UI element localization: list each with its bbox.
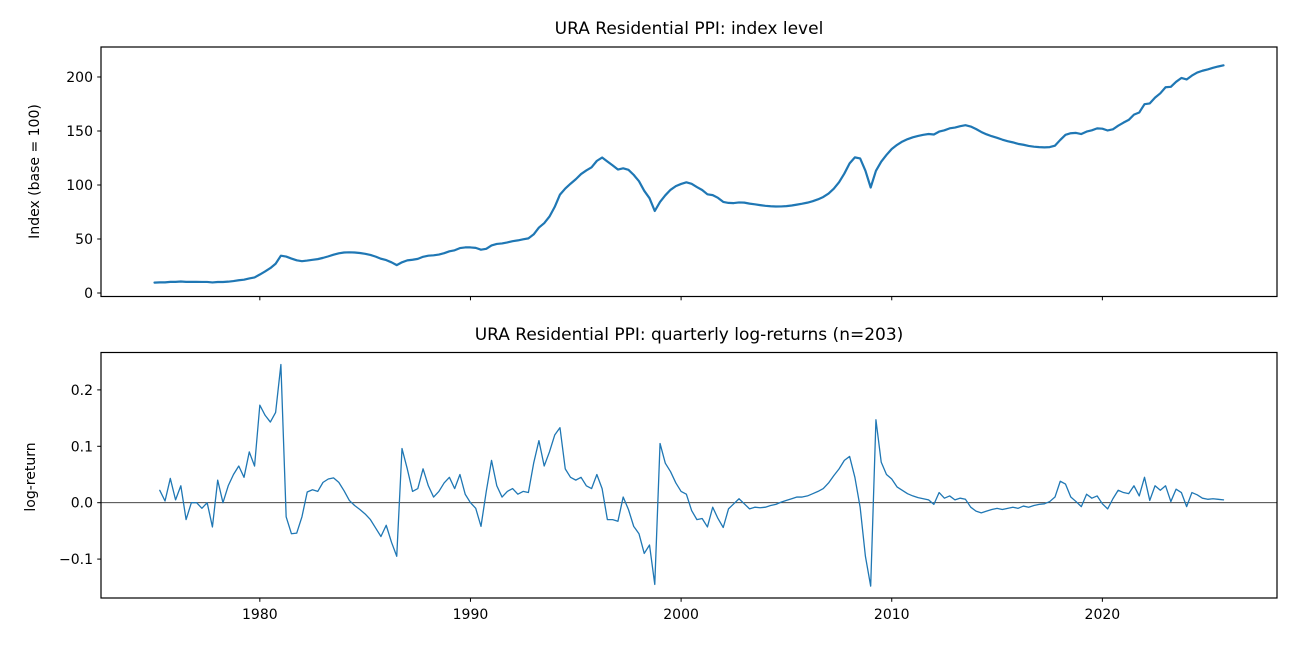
y-tick-label: 50 [75, 232, 93, 248]
axes-frame [100, 46, 1278, 298]
bottom-chart-axes: 1980 1990 2000 2010 2020 −0.1 0.0 0.1 0.2 [59, 351, 1278, 623]
log-returns-line [159, 363, 1225, 587]
y-tick-label: 0 [84, 286, 93, 302]
x-tick-label: 2010 [874, 607, 910, 623]
y-tick-label: 0.2 [71, 383, 93, 399]
bottom-chart-y-axis-label: log-return [23, 442, 39, 511]
index-level-line [153, 64, 1225, 284]
y-tick-label: 200 [66, 70, 93, 86]
x-tick-label: 1980 [242, 607, 278, 623]
axes-frame [100, 351, 1278, 599]
y-tick-label: −0.1 [59, 552, 93, 568]
x-tick-label: 1990 [453, 607, 489, 623]
y-tick-label: 0.0 [71, 496, 93, 512]
top-chart-axes: 0 50 100 150 200 [66, 46, 1278, 302]
y-tick-label: 100 [66, 178, 93, 194]
y-tick-label: 0.1 [71, 439, 93, 455]
top-chart-title: URA Residential PPI: index level [555, 19, 824, 39]
x-tick-label: 2020 [1085, 607, 1121, 623]
y-tick-label: 150 [66, 124, 93, 140]
x-tick-label: 2000 [663, 607, 699, 623]
top-chart-y-axis-label: Index (base = 100) [27, 104, 43, 239]
bottom-chart-title: URA Residential PPI: quarterly log-retur… [475, 325, 904, 345]
